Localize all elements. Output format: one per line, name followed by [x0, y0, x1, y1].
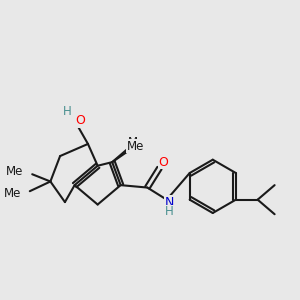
Text: O: O: [158, 156, 168, 169]
Text: Me: Me: [127, 140, 144, 153]
Text: Me: Me: [4, 187, 21, 200]
Text: H: H: [63, 105, 72, 118]
Text: N: N: [164, 196, 174, 208]
Text: Me: Me: [128, 136, 145, 149]
Text: H: H: [165, 205, 173, 218]
Text: O: O: [76, 114, 85, 128]
Text: Me: Me: [6, 165, 24, 178]
